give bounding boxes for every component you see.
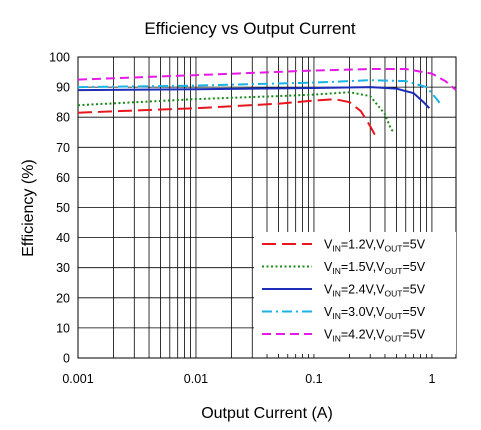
legend-label-5: VIN=4.2V,VOUT=5V — [324, 328, 426, 344]
y-tick-label: 100 — [49, 51, 70, 65]
y-tick-label: 0 — [63, 352, 70, 366]
series-lines — [77, 68, 457, 136]
series-line-5 — [77, 68, 457, 91]
y-tick-label: 70 — [56, 141, 70, 155]
series-line-1 — [77, 98, 376, 136]
series-line-4 — [77, 79, 443, 106]
y-axis-title: Efficiency (%) — [20, 159, 37, 257]
legend-label-4: VIN=3.0V,VOUT=5V — [324, 305, 426, 321]
x-tick-label: 1 — [428, 372, 435, 386]
chart-title: Efficiency vs Output Current — [144, 19, 356, 38]
x-axis-title: Output Current (A) — [201, 405, 333, 422]
legend-label-1: VIN=1.2V,VOUT=5V — [324, 238, 426, 254]
y-tick-label: 40 — [56, 231, 70, 245]
legend: VIN=1.2V,VOUT=5V VIN=1.5V,VOUT=5V VIN=2.4V… — [254, 232, 456, 354]
x-tick-label: 0.001 — [62, 372, 93, 386]
y-tick-label: 50 — [56, 201, 70, 215]
y-axis-ticks: 0 10 20 30 40 50 60 70 80 90 100 — [49, 51, 70, 366]
x-tick-label: 0.1 — [305, 372, 322, 386]
y-tick-label: 10 — [56, 321, 70, 335]
series-line-3 — [77, 86, 431, 109]
x-tick-label: 0.01 — [184, 372, 208, 386]
legend-label-2: VIN=1.5V,VOUT=5V — [324, 260, 426, 276]
legend-label-3: VIN=2.4V,VOUT=5V — [324, 283, 426, 299]
x-axis-ticks: 0.001 0.01 0.1 1 — [62, 372, 435, 386]
y-tick-label: 60 — [56, 171, 70, 185]
y-tick-label: 80 — [56, 111, 70, 125]
y-tick-label: 30 — [56, 261, 70, 275]
y-tick-label: 20 — [56, 291, 70, 305]
series-line-2 — [77, 91, 395, 134]
y-tick-label: 90 — [56, 81, 70, 95]
legend-box — [254, 232, 456, 354]
